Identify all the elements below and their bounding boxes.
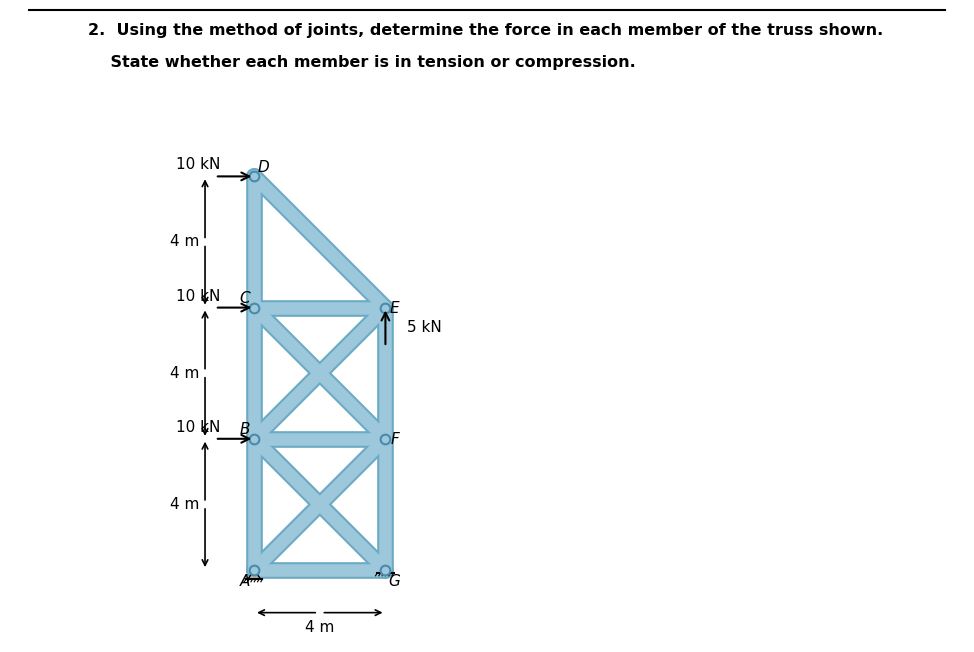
Text: 4 m: 4 m — [169, 497, 199, 512]
Text: 10 kN: 10 kN — [176, 420, 221, 435]
Text: 4 m: 4 m — [169, 366, 199, 381]
Circle shape — [384, 570, 387, 573]
Text: $\mathit{A}$: $\mathit{A}$ — [239, 574, 251, 589]
Text: 5 kN: 5 kN — [407, 319, 442, 334]
Text: $\mathit{C}$: $\mathit{C}$ — [239, 289, 251, 306]
Text: 4 m: 4 m — [169, 235, 199, 250]
Polygon shape — [247, 570, 261, 579]
Text: $\mathit{F}$: $\mathit{F}$ — [390, 431, 400, 447]
Text: 10 kN: 10 kN — [176, 289, 221, 304]
Text: State whether each member is in tension or compression.: State whether each member is in tension … — [88, 55, 635, 70]
Text: 2.  Using the method of joints, determine the force in each member of the truss : 2. Using the method of joints, determine… — [88, 23, 882, 38]
Text: 10 kN: 10 kN — [176, 157, 221, 172]
Text: $\mathit{E}$: $\mathit{E}$ — [390, 300, 401, 316]
Text: $\mathit{D}$: $\mathit{D}$ — [257, 158, 270, 175]
Text: 4 m: 4 m — [305, 620, 334, 635]
Text: $\mathit{G}$: $\mathit{G}$ — [388, 574, 401, 589]
Text: $\mathit{B}$: $\mathit{B}$ — [240, 421, 251, 437]
